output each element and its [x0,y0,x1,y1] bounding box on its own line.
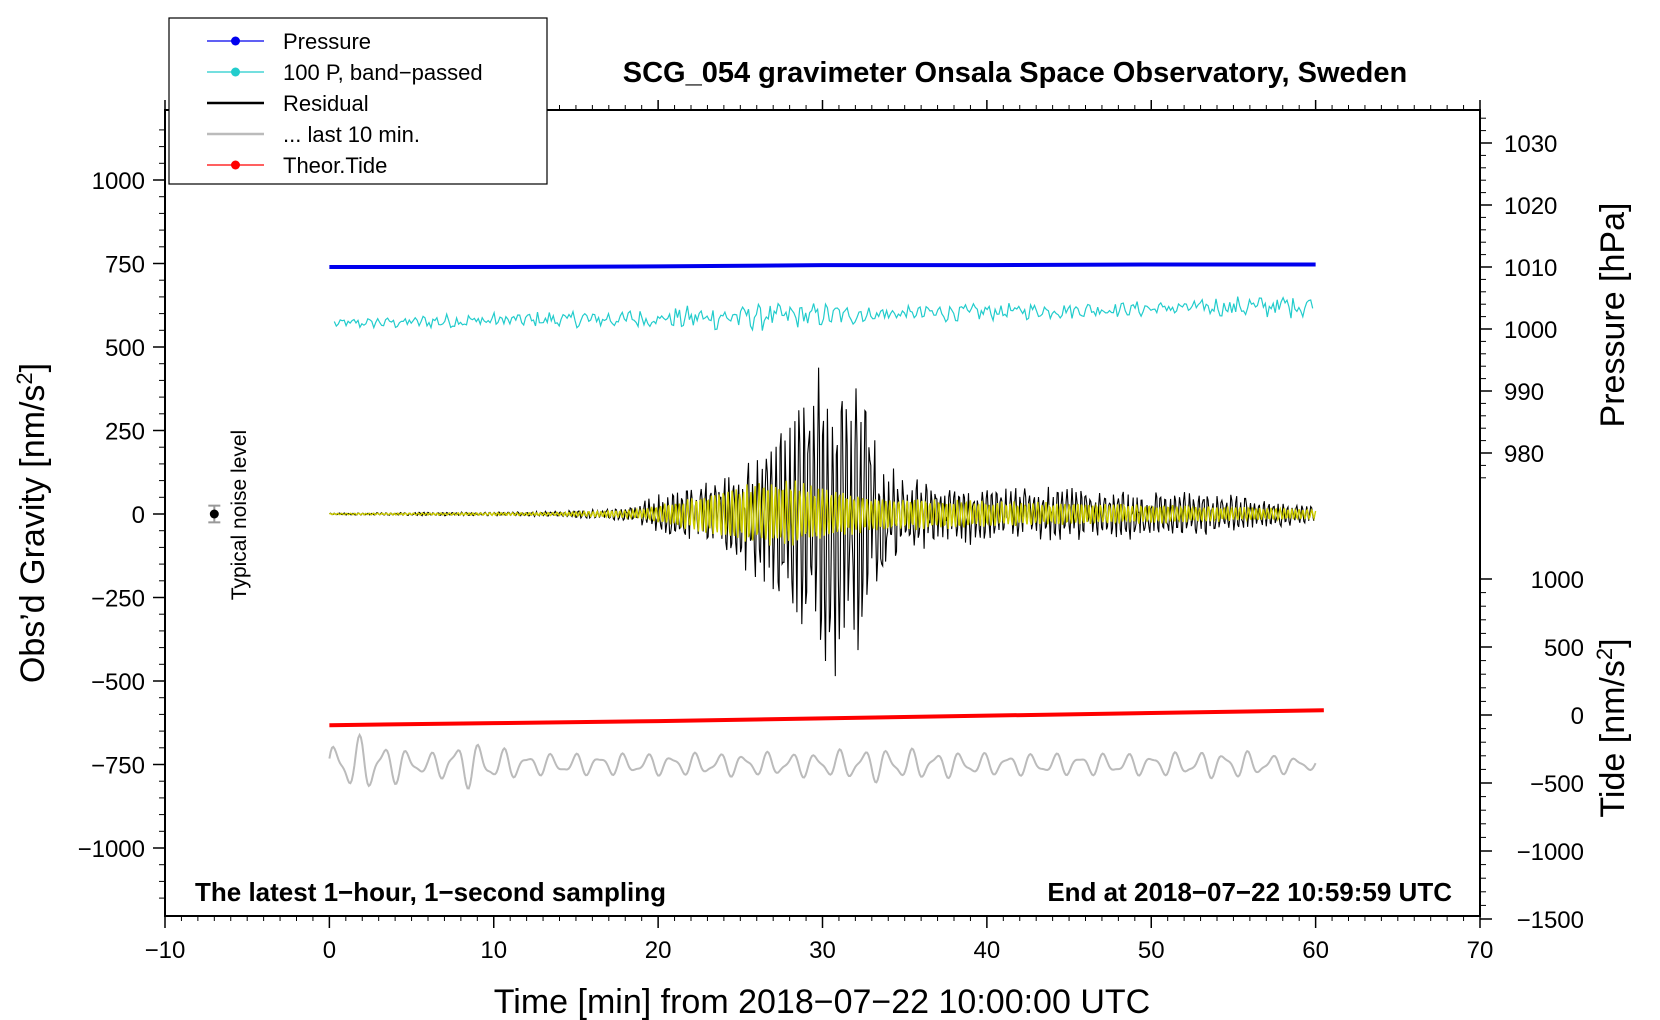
pressure-tick-label: 1010 [1504,255,1557,282]
left-tick-label: −1000 [78,836,145,863]
legend-label: ... last 10 min. [283,122,420,147]
x-tick-label: 60 [1302,937,1329,964]
series-tide-line [329,708,1324,728]
tide-tick-label: −500 [1530,771,1584,798]
left-axis-title-end: ] [14,363,52,372]
legend: Pressure 100 P, band−passed Residual ... la… [168,17,548,185]
left-axis-title-sup: 2 [12,372,37,384]
tide-axis-title-end: ] [1594,638,1632,647]
legend-label: Pressure [283,29,371,54]
left-tick-label: 1000 [92,168,145,195]
tide-tick-label: −1500 [1517,907,1584,934]
legend-label: Residual [283,91,369,116]
legend-box [168,17,548,185]
tide-tick-label: 0 [1571,703,1584,730]
pressure-tick-label: 980 [1504,441,1544,468]
tide-tick-label: 500 [1544,635,1584,662]
left-tick-label: 250 [105,419,145,446]
left-tick-label: −250 [91,586,145,613]
legend-label: 100 P, band−passed [283,60,483,85]
left-tick-label: 500 [105,335,145,362]
x-tick-label: 20 [645,937,672,964]
left-axis-title: Obs’d Gravity [nm/s2] [12,363,52,683]
x-axis-title: Time [min] from 2018−07−22 10:00:00 UTC [494,983,1150,1020]
chart-title: SCG_054 gravimeter Onsala Space Observat… [623,57,1407,89]
left-tick-label: 750 [105,252,145,279]
noise-level-marker [208,504,221,524]
tide-tick-label: −1000 [1517,839,1584,866]
left-y-axis: 1000 750 500 250 0 −250 −500 −750 −1000 [78,129,165,899]
tide-axis-title: Tide [nm/s2] [1592,638,1632,817]
pressure-tick-label: 990 [1504,379,1544,406]
left-axis-title-main: Obs’d Gravity [nm/s [14,385,52,684]
x-tick-label: 10 [480,937,507,964]
x-tick-label: −10 [145,937,186,964]
tide-axis: 1000 500 0 −500 −1000 −1500 [1480,567,1584,934]
tide-axis-title-sup: 2 [1592,648,1617,660]
pressure-tick-label: 1030 [1504,131,1557,158]
legend-marker [231,36,240,46]
x-tick-label: 40 [974,937,1001,964]
pressure-tick-label: 1000 [1504,317,1557,344]
x-tick-label: 70 [1467,937,1494,964]
pressure-axis-title: Pressure [hPa] [1594,203,1632,428]
x-axis: −10 0 10 20 30 40 50 60 70 [145,100,1494,964]
annotation-end-time: End at 2018−07−22 10:59:59 UTC [1047,877,1452,907]
tide-axis-title-main: Tide [nm/s [1594,660,1632,817]
x-tick-label: 50 [1138,937,1165,964]
pressure-tick-label: 1020 [1504,193,1557,220]
pressure-axis: 1030 1020 1010 1000 990 980 [1480,117,1557,479]
series-residual-filtered-line [329,480,1317,546]
left-tick-label: −750 [91,753,145,780]
noise-level-label: Typical noise level [228,430,251,600]
legend-marker [231,67,240,77]
series-pressure-line [329,262,1316,269]
legend-marker [231,160,240,170]
annotation-sampling: The latest 1−hour, 1−second sampling [195,877,666,907]
tide-tick-label: 1000 [1531,567,1584,594]
left-tick-label: −500 [91,669,145,696]
left-tick-label: 0 [132,502,145,529]
series-band-passed-line [333,296,1314,332]
series-layer [328,262,1324,790]
noise-point [209,509,219,519]
x-tick-label: 30 [809,937,836,964]
x-tick-label: 0 [323,937,336,964]
legend-label: Theor.Tide [283,153,387,178]
series-last-10-min-line [328,732,1317,790]
